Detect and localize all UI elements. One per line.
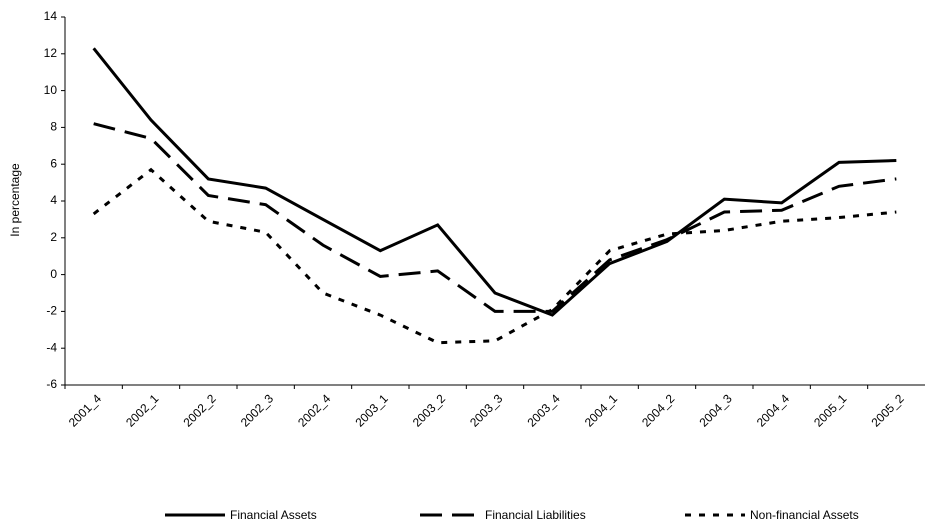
y-tick-label: -2 bbox=[46, 304, 57, 318]
x-tick-label: 2002_3 bbox=[238, 391, 276, 429]
series-line bbox=[92, 47, 897, 317]
x-tick-label: 2002_2 bbox=[180, 391, 218, 429]
x-tick-label: 2004_4 bbox=[754, 391, 792, 429]
x-tick-label: 2003_2 bbox=[410, 391, 448, 429]
x-tick-label: 2004_3 bbox=[696, 391, 734, 429]
y-tick-label: 12 bbox=[44, 46, 58, 60]
legend-label: Financial Assets bbox=[230, 508, 317, 522]
x-tick-label: 2001_4 bbox=[66, 391, 104, 429]
series-line bbox=[92, 167, 897, 345]
series-line bbox=[93, 122, 897, 313]
y-tick-label: 4 bbox=[50, 193, 57, 207]
legend-label: Financial Liabilities bbox=[485, 508, 586, 522]
legend-label: Non-financial Assets bbox=[750, 508, 859, 522]
x-tick-label: 2002_1 bbox=[123, 391, 161, 429]
y-tick-label: 8 bbox=[50, 120, 57, 134]
y-tick-label: 2 bbox=[50, 230, 57, 244]
y-tick-label: 10 bbox=[44, 83, 58, 97]
x-tick-label: 2003_4 bbox=[524, 391, 562, 429]
x-tick-label: 2002_4 bbox=[295, 391, 333, 429]
x-tick-label: 2005_1 bbox=[811, 391, 849, 429]
y-axis-label: In percentage bbox=[8, 163, 22, 237]
x-tick-label: 2003_3 bbox=[467, 391, 505, 429]
x-tick-label: 2005_2 bbox=[868, 391, 906, 429]
y-tick-label: -4 bbox=[46, 340, 57, 354]
x-tick-label: 2004_2 bbox=[639, 391, 677, 429]
y-tick-label: -6 bbox=[46, 377, 57, 391]
x-tick-label: 2003_1 bbox=[352, 391, 390, 429]
x-tick-label: 2004_1 bbox=[582, 391, 620, 429]
y-tick-label: 0 bbox=[50, 267, 57, 281]
y-tick-label: 6 bbox=[50, 156, 57, 170]
y-tick-label: 14 bbox=[44, 9, 58, 23]
